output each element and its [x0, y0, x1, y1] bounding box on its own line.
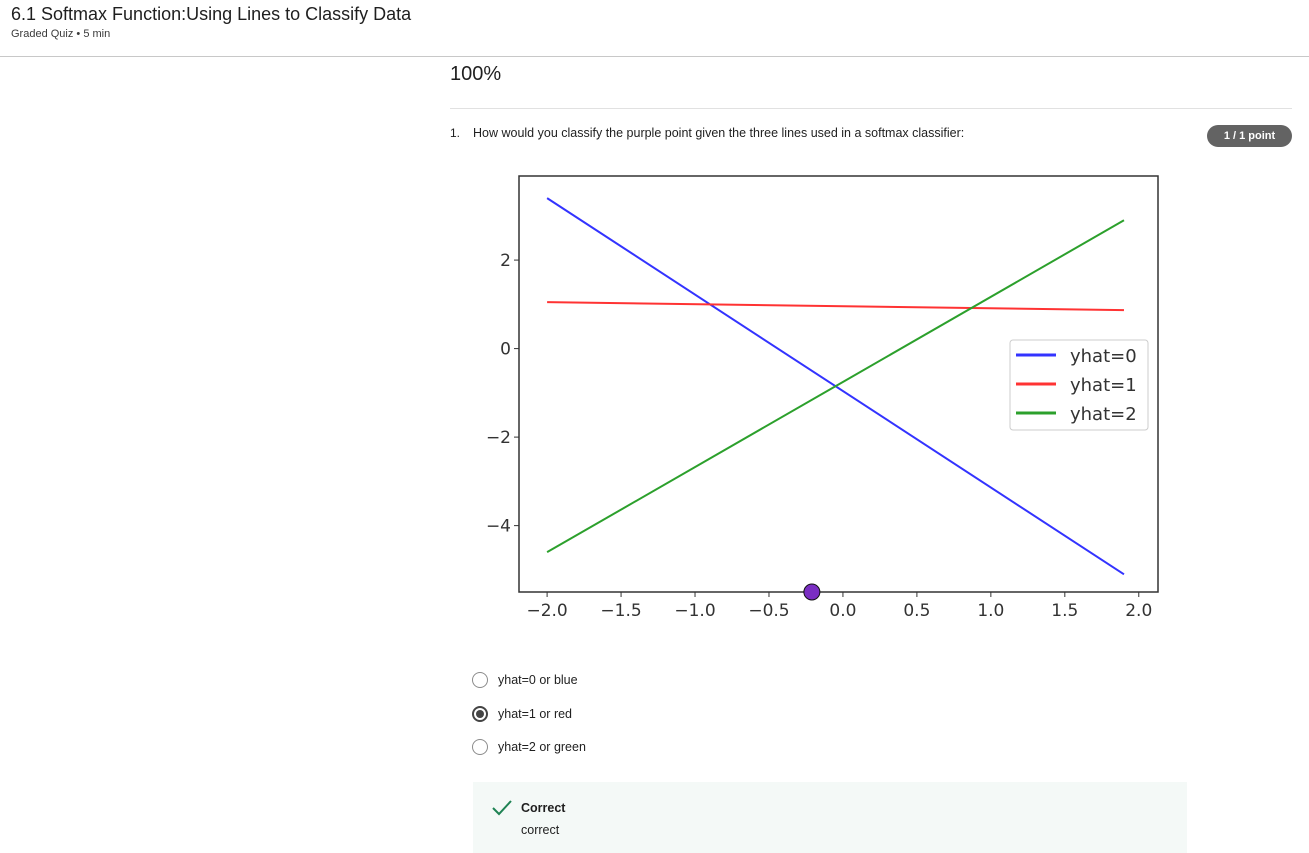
legend-box — [1009, 339, 1149, 431]
radio-selected-dot — [476, 710, 484, 718]
option-label-yhat0: yhat=0 or blue — [498, 673, 578, 687]
quiz-title: 6.1 Softmax Function:Using Lines to Clas… — [11, 4, 412, 24]
x-tick-label: 0.0 — [829, 601, 856, 621]
score-divider — [450, 108, 1292, 109]
plot-frame — [518, 175, 1159, 593]
x-tick-label: −1.0 — [674, 601, 715, 621]
y-tick-label: 0 — [500, 340, 511, 360]
x-tick-label: 2.0 — [1125, 601, 1152, 621]
check-icon — [492, 800, 512, 816]
feedback-panel: Correct correct — [473, 782, 1187, 853]
feedback-title: Correct — [521, 801, 566, 815]
series-line-2 — [546, 219, 1125, 554]
x-tick-label: 1.5 — [1051, 601, 1078, 621]
purple-point — [803, 583, 821, 601]
question-text: How would you classify the purple point … — [473, 126, 965, 140]
softmax-chart: −2.0 −1.5 −1.0 −0.5 0.0 0.5 1.0 1.5 2.0 2 0 −2 −4 yha… — [486, 175, 1159, 621]
y-tick-label: 2 — [500, 251, 511, 271]
legend-label-0: yhat=0 — [1070, 346, 1137, 367]
x-tick-label: −1.5 — [600, 601, 641, 621]
score-percentage: 100% — [450, 63, 502, 85]
question-number: 1. — [450, 126, 461, 140]
option-yhat0[interactable]: yhat=0 or blue — [472, 670, 578, 690]
legend-label-1: yhat=1 — [1070, 375, 1137, 396]
quiz-header: 6.1 Softmax Function:Using Lines to Clas… — [0, 0, 1309, 57]
y-tick-label: −2 — [486, 428, 511, 448]
option-yhat1[interactable]: yhat=1 or red — [472, 704, 572, 724]
option-label-yhat2: yhat=2 or green — [498, 740, 586, 754]
x-tick-label: 1.0 — [977, 601, 1004, 621]
x-tick-label: −2.0 — [526, 601, 567, 621]
x-tick-label: 0.5 — [903, 601, 930, 621]
option-yhat2[interactable]: yhat=2 or green — [472, 737, 586, 757]
y-tick-label: −4 — [486, 517, 511, 537]
option-label-yhat1: yhat=1 or red — [498, 707, 573, 721]
x-tick-label: −0.5 — [748, 601, 789, 621]
legend-label-2: yhat=2 — [1070, 404, 1137, 425]
series-line-1 — [547, 301, 1124, 312]
radio-button-yhat0[interactable] — [472, 672, 488, 688]
quiz-subtitle: Graded Quiz • 5 min — [11, 28, 111, 40]
radio-button-yhat1[interactable] — [472, 706, 488, 722]
points-badge: 1 / 1 point — [1207, 125, 1292, 147]
radio-button-yhat2[interactable] — [472, 739, 488, 755]
feedback-text: correct — [521, 823, 560, 837]
